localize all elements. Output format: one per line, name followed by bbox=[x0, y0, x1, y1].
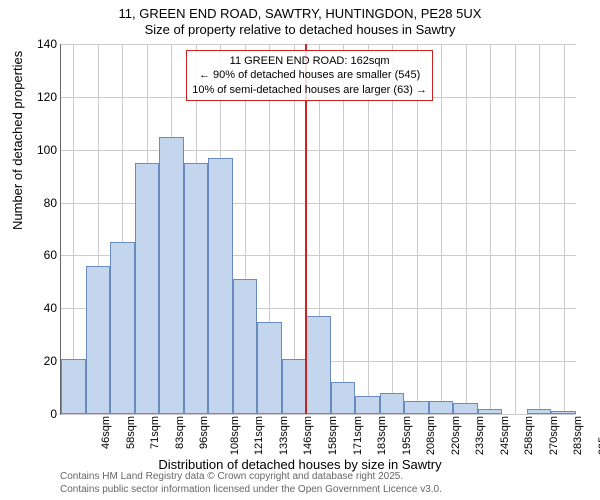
histogram-bar bbox=[429, 401, 454, 414]
chart-container: 11, GREEN END ROAD, SAWTRY, HUNTINGDON, … bbox=[0, 0, 600, 500]
histogram-bar bbox=[61, 359, 86, 415]
histogram-bar bbox=[331, 382, 356, 414]
gridline-v bbox=[564, 44, 565, 414]
chart-title-line2: Size of property relative to detached ho… bbox=[0, 22, 600, 42]
gridline-v bbox=[539, 44, 540, 414]
x-tick-label: 283sqm bbox=[572, 416, 584, 455]
histogram-bar bbox=[257, 322, 282, 415]
x-tick-label: 171sqm bbox=[352, 416, 364, 455]
plot: 02040608010012014046sqm58sqm71sqm83sqm96… bbox=[60, 44, 576, 415]
gridline-v bbox=[466, 44, 467, 414]
histogram-bar bbox=[380, 393, 405, 414]
y-tick-label: 100 bbox=[27, 143, 57, 157]
y-tick-label: 80 bbox=[27, 196, 57, 210]
x-tick-label: 195sqm bbox=[401, 416, 413, 455]
histogram-bar bbox=[233, 279, 258, 414]
y-tick-label: 40 bbox=[27, 301, 57, 315]
annotation-line1: 11 GREEN END ROAD: 162sqm bbox=[192, 54, 427, 68]
histogram-bar bbox=[208, 158, 233, 414]
caption: Contains HM Land Registry data © Crown c… bbox=[60, 471, 442, 496]
annotation-box: 11 GREEN END ROAD: 162sqm← 90% of detach… bbox=[186, 50, 433, 101]
histogram-bar bbox=[184, 163, 209, 414]
x-tick-label: 158sqm bbox=[327, 416, 339, 455]
x-tick-label: 71sqm bbox=[149, 416, 161, 449]
x-tick-label: 233sqm bbox=[474, 416, 486, 455]
x-tick-label: 96sqm bbox=[198, 416, 210, 449]
histogram-bar bbox=[135, 163, 160, 414]
histogram-bar bbox=[306, 316, 331, 414]
annotation-line2: ← 90% of detached houses are smaller (54… bbox=[192, 68, 427, 82]
caption-line1: Contains HM Land Registry data © Crown c… bbox=[60, 471, 442, 484]
histogram-bar bbox=[86, 266, 111, 414]
histogram-bar bbox=[159, 137, 184, 415]
gridline-v bbox=[515, 44, 516, 414]
caption-line2: Contains public sector information licen… bbox=[60, 484, 442, 497]
gridline-h bbox=[61, 414, 576, 415]
x-tick-label: 245sqm bbox=[499, 416, 511, 455]
x-tick-label: 133sqm bbox=[278, 416, 290, 455]
x-tick-label: 183sqm bbox=[376, 416, 388, 455]
histogram-bar bbox=[527, 409, 552, 414]
gridline-v bbox=[490, 44, 491, 414]
x-tick-label: 146sqm bbox=[303, 416, 315, 455]
chart-title-line1: 11, GREEN END ROAD, SAWTRY, HUNTINGDON, … bbox=[0, 0, 600, 22]
x-tick-label: 108sqm bbox=[229, 416, 241, 455]
x-tick-label: 258sqm bbox=[523, 416, 535, 455]
gridline-v bbox=[441, 44, 442, 414]
annotation-line3: 10% of semi-detached houses are larger (… bbox=[192, 83, 427, 97]
x-tick-label: 220sqm bbox=[450, 416, 462, 455]
histogram-bar bbox=[355, 396, 380, 415]
x-axis-label: Distribution of detached houses by size … bbox=[0, 457, 600, 472]
histogram-bar bbox=[453, 403, 478, 414]
histogram-bar bbox=[551, 411, 576, 414]
plot-area: 02040608010012014046sqm58sqm71sqm83sqm96… bbox=[60, 44, 575, 414]
y-tick-label: 20 bbox=[27, 354, 57, 368]
x-tick-label: 46sqm bbox=[100, 416, 112, 449]
y-axis-label: Number of detached properties bbox=[10, 51, 25, 230]
x-tick-label: 58sqm bbox=[125, 416, 137, 449]
y-tick-label: 120 bbox=[27, 90, 57, 104]
x-tick-label: 83sqm bbox=[174, 416, 186, 449]
x-tick-label: 270sqm bbox=[548, 416, 560, 455]
histogram-bar bbox=[282, 359, 307, 415]
x-tick-label: 121sqm bbox=[254, 416, 266, 455]
x-tick-label: 208sqm bbox=[425, 416, 437, 455]
histogram-bar bbox=[404, 401, 429, 414]
histogram-bar bbox=[478, 409, 503, 414]
y-tick-label: 60 bbox=[27, 248, 57, 262]
y-tick-label: 0 bbox=[27, 407, 57, 421]
y-tick-label: 140 bbox=[27, 37, 57, 51]
histogram-bar bbox=[110, 242, 135, 414]
